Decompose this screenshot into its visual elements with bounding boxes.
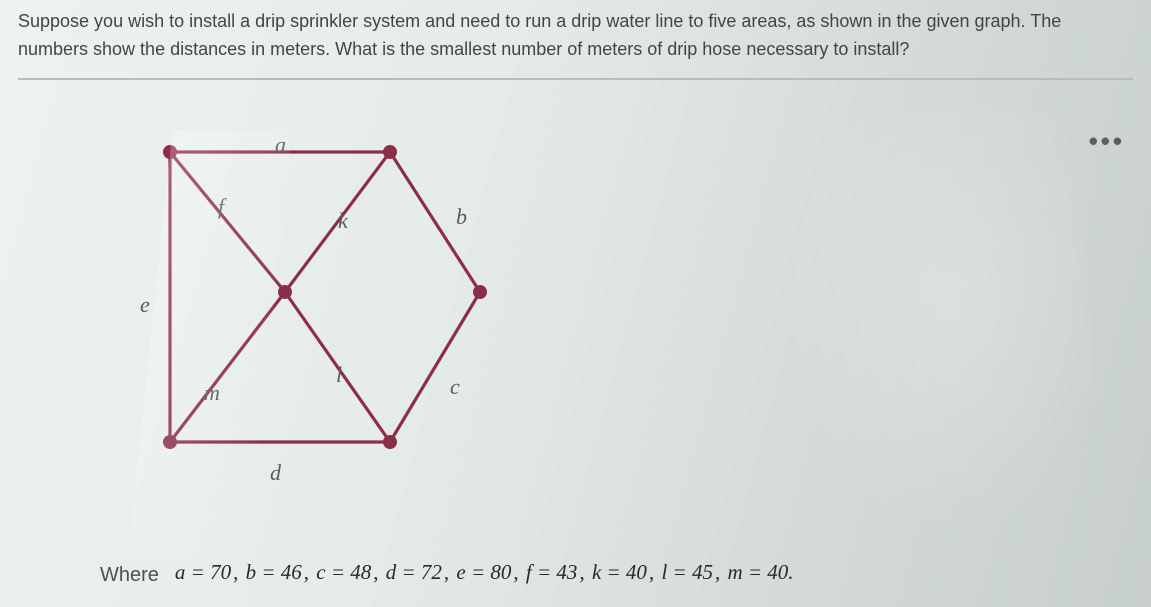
node-TR [383,145,397,159]
node-C [278,285,292,299]
more-options-icon[interactable]: ••• [1089,126,1125,157]
node-R [473,285,487,299]
glare-decoration [751,110,1091,580]
question-text: Suppose you wish to install a drip sprin… [18,8,1118,64]
node-BR [383,435,397,449]
edge-c [390,292,480,442]
where-line: Where a = 70, b = 46, c = 48, d = 72, e … [100,560,794,585]
eq-c: c = 48 [316,560,371,584]
edge-label-a: a [275,132,286,158]
edge-f [170,152,285,292]
edge-label-k: k [338,208,348,234]
eq-b: b = 46 [246,560,302,584]
graph-diagram: a b c d e f k l m [110,122,530,502]
where-label: Where [100,564,159,587]
eq-l: l = 45 [661,560,713,584]
edge-label-f: f [218,194,224,220]
eq-a: a = 70 [175,560,231,584]
eq-k: k = 40 [592,560,647,584]
edge-label-e: e [140,292,150,318]
edge-label-l: l [336,362,342,388]
node-BL [163,435,177,449]
node-TL [163,145,177,159]
eq-d: d = 72 [386,560,442,584]
divider [18,78,1133,80]
page: Suppose you wish to install a drip sprin… [0,0,1151,607]
edge-m [170,292,285,442]
edge-label-c: c [450,374,460,400]
graph-svg [110,122,530,502]
edge-label-m: m [204,380,220,406]
eq-m: m = 40. [727,560,793,584]
equation: a = 70, b = 46, c = 48, d = 72, e = 80, … [175,560,794,585]
edge-label-b: b [456,204,467,230]
eq-e: e = 80 [456,560,511,584]
eq-f: f = 43 [526,560,578,584]
edge-label-d: d [270,460,281,486]
